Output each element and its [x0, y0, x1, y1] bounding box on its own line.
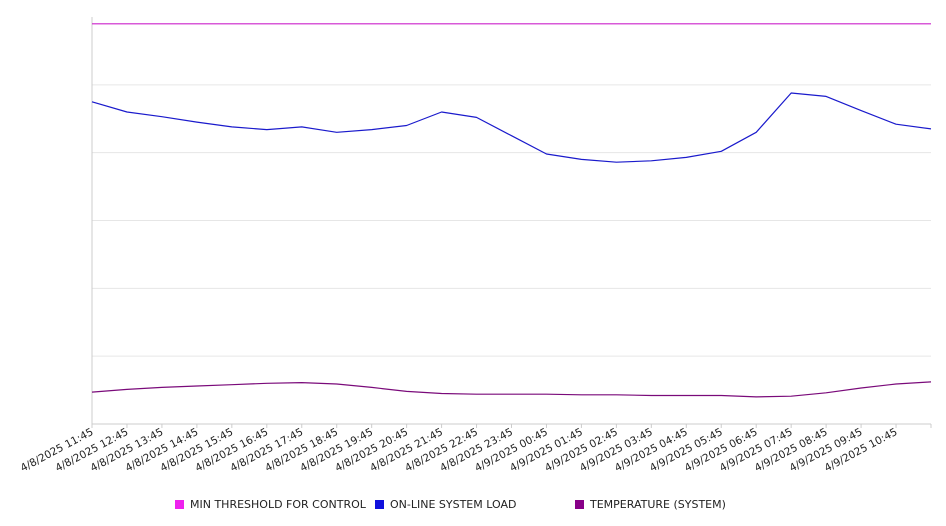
gridlines: [92, 84, 931, 357]
series-lines: [91, 23, 932, 398]
legend-item-min-threshold: MIN THRESHOLD FOR CONTROL: [175, 498, 366, 511]
series-line-2: [91, 381, 932, 398]
legend-swatch-system-load: [375, 500, 384, 509]
legend-item-temperature: TEMPERATURE (SYSTEM): [575, 498, 726, 511]
legend-swatch-min-threshold: [175, 500, 184, 509]
legend: MIN THRESHOLD FOR CONTROL ON-LINE SYSTEM…: [0, 498, 946, 514]
legend-label-temperature: TEMPERATURE (SYSTEM): [590, 498, 726, 511]
legend-label-min-threshold: MIN THRESHOLD FOR CONTROL: [190, 498, 366, 511]
axes: [91, 17, 932, 428]
legend-label-system-load: ON-LINE SYSTEM LOAD: [390, 498, 517, 511]
legend-item-system-load: ON-LINE SYSTEM LOAD: [375, 498, 516, 511]
legend-swatch-temperature: [575, 500, 584, 509]
series-line-1: [91, 92, 932, 163]
x-tick-labels: 4/8/2025 11:454/8/2025 12:454/8/2025 13:…: [18, 426, 899, 475]
